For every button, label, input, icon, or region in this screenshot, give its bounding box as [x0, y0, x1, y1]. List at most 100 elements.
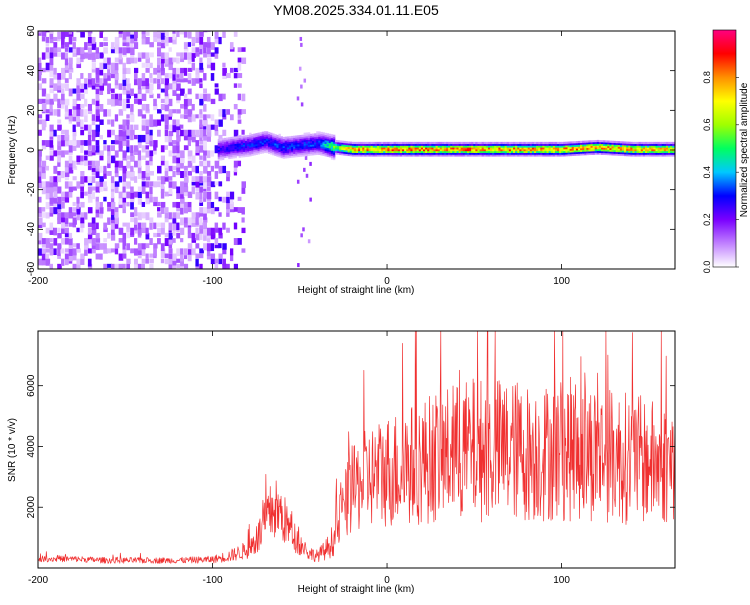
signal-cell — [309, 139, 313, 142]
signal-cell — [502, 141, 505, 145]
signal-cell — [657, 149, 660, 152]
noise-cell — [141, 31, 146, 35]
signal-cell — [446, 154, 449, 157]
signal-cell — [649, 147, 652, 150]
signal-cell — [527, 143, 531, 146]
noise-cell — [203, 232, 207, 241]
noise-cell — [160, 181, 165, 189]
signal-cell — [251, 153, 254, 156]
signal-cell — [276, 143, 279, 147]
signal-cell — [406, 145, 409, 148]
noise-cell — [206, 238, 211, 243]
signal-cell — [221, 145, 225, 148]
noise-cell — [206, 52, 211, 58]
signal-cell — [263, 149, 267, 152]
signal-cell — [291, 137, 294, 140]
signal-cell — [270, 145, 273, 148]
signal-cell — [261, 144, 265, 147]
noise-cell — [149, 134, 153, 141]
signal-cell — [259, 141, 263, 144]
noise-cell — [307, 239, 311, 244]
noise-cell — [222, 248, 227, 255]
signal-cell — [307, 137, 311, 140]
noise-cell — [233, 171, 238, 176]
signal-cell — [605, 142, 608, 145]
signal-cell — [517, 150, 520, 153]
noise-cell — [99, 67, 104, 76]
noise-cell — [133, 134, 138, 140]
signal-cell — [642, 143, 646, 146]
signal-cell — [383, 141, 386, 145]
noise-cell — [130, 57, 135, 64]
signal-cell — [224, 141, 227, 144]
signal-cell — [307, 141, 311, 144]
signal-cell — [425, 152, 428, 155]
noise-cell — [168, 62, 173, 71]
signal-cell — [563, 152, 566, 155]
signal-cell — [458, 145, 461, 148]
signal-cell — [571, 143, 575, 146]
noise-cell — [304, 155, 308, 160]
noise-cell — [222, 62, 226, 68]
noise-cell — [122, 238, 127, 246]
signal-cell — [502, 147, 505, 150]
signal-cell — [592, 141, 596, 145]
signal-cell — [282, 142, 286, 145]
signal-cell — [529, 150, 533, 153]
noise-cell — [210, 52, 216, 57]
signal-cell — [272, 138, 275, 142]
signal-cell — [542, 141, 545, 145]
signal-cell — [494, 152, 497, 155]
signal-cell — [418, 141, 422, 145]
signal-cell — [498, 147, 501, 150]
colorbar-scale — [712, 29, 737, 268]
signal-cell — [458, 154, 461, 157]
signal-cell — [291, 153, 294, 156]
noise-cell — [183, 217, 189, 224]
noise-cell — [145, 253, 149, 259]
signal-cell — [475, 143, 478, 146]
noise-cell — [199, 78, 203, 83]
signal-cell — [577, 153, 581, 156]
signal-cell — [335, 150, 338, 153]
noise-cell — [45, 36, 50, 43]
signal-cell — [506, 152, 510, 155]
signal-cell — [376, 141, 380, 145]
signal-cell — [406, 143, 409, 146]
noise-cell — [199, 36, 204, 45]
noise-cell — [172, 83, 177, 91]
noise-cell — [199, 191, 203, 199]
noise-cell — [176, 258, 181, 263]
signal-cell — [588, 142, 591, 145]
signal-cell — [332, 157, 336, 161]
signal-cell — [265, 142, 269, 145]
noise-cell — [84, 109, 88, 116]
noise-cell — [176, 83, 181, 91]
signal-cell — [508, 147, 512, 150]
noise-cell — [187, 134, 193, 141]
noise-cell — [172, 109, 177, 114]
noise-cell — [41, 160, 47, 167]
noise-cell — [110, 62, 115, 70]
noise-cell — [206, 243, 212, 252]
signal-cell — [567, 150, 570, 153]
noise-cell — [72, 201, 76, 207]
signal-cell — [345, 151, 348, 155]
noise-cell — [180, 160, 184, 169]
noise-cell — [137, 263, 142, 269]
noise-cell — [122, 196, 127, 203]
noise-cell — [187, 42, 192, 47]
signal-cell — [236, 145, 240, 148]
noise-cell — [107, 150, 111, 156]
signal-cell — [303, 132, 307, 135]
noise-cell — [68, 238, 73, 246]
signal-cell — [224, 137, 227, 141]
noise-cell — [95, 171, 100, 178]
signal-cell — [515, 152, 518, 155]
signal-cell — [414, 143, 418, 146]
signal-cell — [527, 154, 531, 157]
signal-cell — [523, 149, 526, 152]
signal-cell — [311, 138, 315, 142]
signal-cell — [575, 142, 579, 146]
noise-cell — [38, 62, 42, 70]
